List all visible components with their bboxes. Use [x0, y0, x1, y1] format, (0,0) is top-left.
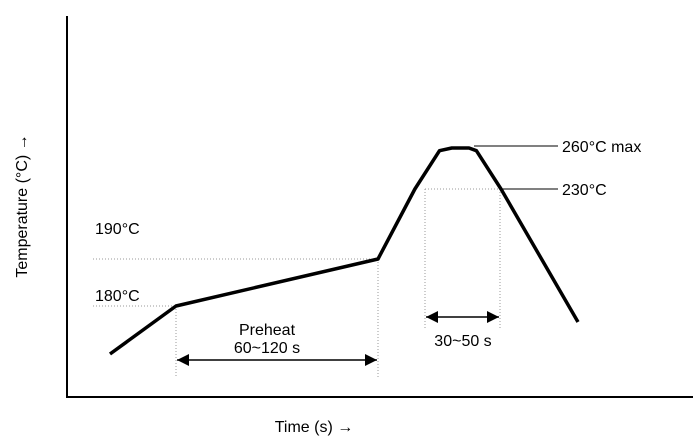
label-180c: 180°C [95, 288, 140, 305]
label-preheat-range: 60~120 s [234, 340, 300, 357]
label-190c: 190°C [95, 221, 140, 238]
temperature-profile-line [108, 146, 580, 356]
x-axis-title: Time (s) → [275, 419, 354, 436]
y-axis-title: Temperature (°C) → [14, 134, 31, 277]
label-260c-max: 260°C max [562, 139, 641, 156]
label-230c: 230°C [562, 182, 607, 199]
label-preheat: Preheat [239, 322, 296, 339]
label-reflow-range: 30~50 s [434, 333, 491, 350]
